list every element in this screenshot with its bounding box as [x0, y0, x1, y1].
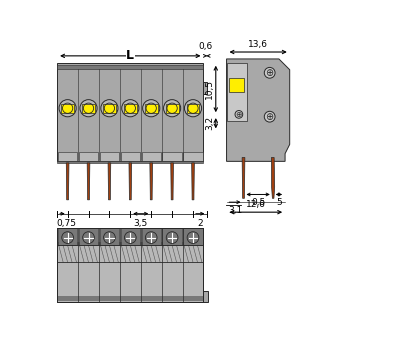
Circle shape [80, 100, 97, 117]
Text: 13,6: 13,6 [248, 40, 268, 49]
Bar [162, 228, 182, 245]
Circle shape [104, 232, 115, 244]
Polygon shape [171, 163, 174, 200]
Text: 2: 2 [197, 219, 203, 228]
Circle shape [83, 232, 94, 244]
Bar [61, 104, 74, 113]
Bar [227, 63, 247, 120]
Polygon shape [271, 158, 275, 198]
Bar [57, 228, 204, 302]
Bar [124, 104, 137, 113]
Bar [79, 152, 98, 161]
Polygon shape [192, 163, 194, 200]
Circle shape [187, 232, 199, 244]
Bar [79, 228, 98, 245]
Circle shape [235, 111, 243, 118]
Polygon shape [242, 158, 245, 198]
Polygon shape [150, 163, 152, 200]
Bar [142, 228, 161, 245]
Circle shape [101, 100, 118, 117]
Text: 0,5: 0,5 [251, 198, 265, 207]
Polygon shape [66, 163, 69, 200]
Bar [58, 152, 77, 161]
Bar [145, 104, 158, 113]
Bar [100, 152, 119, 161]
Bar [57, 161, 204, 163]
Text: 12,6: 12,6 [246, 200, 266, 209]
Text: ⊕: ⊕ [266, 112, 274, 122]
Circle shape [184, 100, 202, 117]
Bar [166, 104, 178, 113]
Bar [82, 104, 95, 113]
Circle shape [264, 68, 275, 78]
Bar [57, 228, 204, 302]
Bar [183, 228, 203, 245]
Bar [58, 228, 77, 245]
Text: ⊕: ⊕ [266, 68, 274, 78]
Bar [183, 152, 203, 161]
Circle shape [164, 100, 181, 117]
Text: ⊕: ⊕ [236, 110, 242, 119]
Text: 3,2: 3,2 [205, 116, 214, 130]
Text: 10,5: 10,5 [205, 79, 214, 99]
Polygon shape [129, 163, 132, 200]
Polygon shape [108, 163, 111, 200]
Bar [57, 65, 204, 69]
Circle shape [59, 100, 76, 117]
Circle shape [145, 232, 157, 244]
Bar [57, 242, 204, 245]
Text: 5: 5 [276, 198, 282, 207]
Bar [57, 63, 204, 161]
Bar [57, 296, 204, 301]
Bar [121, 228, 140, 245]
Circle shape [122, 100, 139, 117]
Polygon shape [226, 59, 290, 161]
Bar [121, 152, 140, 161]
Bar [142, 152, 161, 161]
Polygon shape [87, 163, 90, 200]
Bar [204, 292, 208, 302]
Bar [229, 78, 244, 92]
Circle shape [143, 100, 160, 117]
Text: 3,5: 3,5 [134, 219, 148, 228]
Circle shape [166, 232, 178, 244]
Circle shape [62, 232, 74, 244]
Bar [162, 152, 182, 161]
Bar [186, 104, 200, 113]
Bar [100, 228, 119, 245]
Text: L: L [126, 49, 134, 62]
Text: 0,75: 0,75 [56, 219, 76, 228]
Text: 3,1: 3,1 [228, 206, 242, 215]
Circle shape [264, 111, 275, 122]
Bar [204, 82, 207, 93]
Circle shape [124, 232, 136, 244]
Text: 0,6: 0,6 [198, 42, 212, 51]
Bar [103, 104, 116, 113]
